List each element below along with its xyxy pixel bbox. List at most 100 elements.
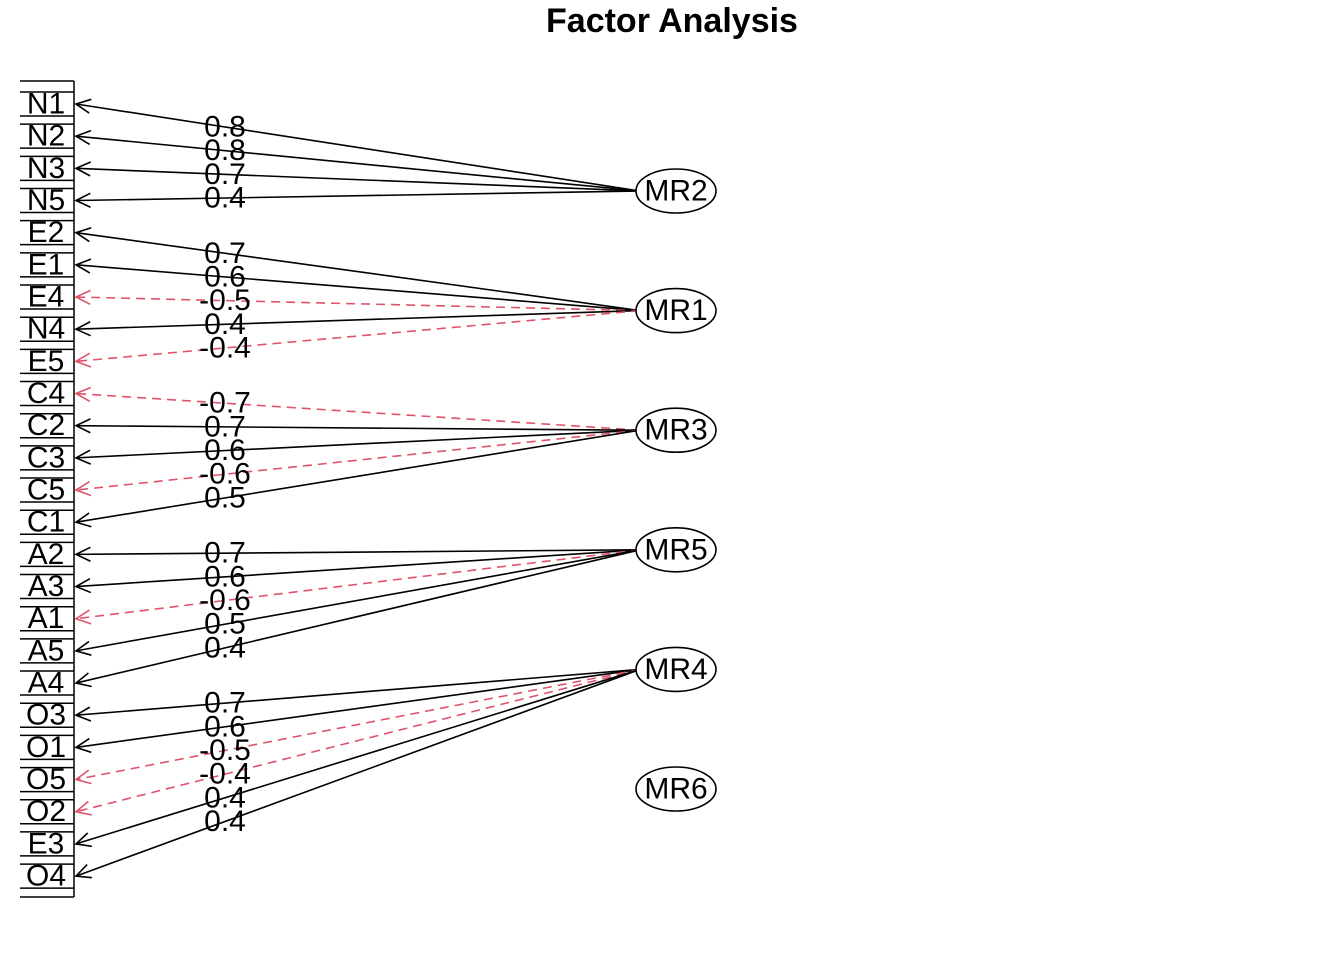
variable-label-a2: A2 [28,538,65,571]
loading-path-mr5-a2 [75,549,641,556]
loading-value-label: 0.4 [204,181,246,214]
variable-label-c2: C2 [27,409,65,442]
factor-label-mr6: MR6 [644,773,707,806]
variable-label-e5: E5 [28,345,65,378]
loading-value-label: 0.7 [204,687,246,720]
chart-title: Factor Analysis [546,2,798,40]
loading-value-label: -0.4 [199,758,251,791]
arrowhead-icon [74,449,92,465]
loading-path-mr5-a4 [75,549,641,684]
factor-node-mr3 [635,407,717,454]
arrowhead-icon [74,192,91,208]
arrowhead-icon [74,129,92,146]
variable-label-o3: O3 [26,699,66,732]
variable-label-n1: N1 [27,88,65,121]
arrowhead-icon [74,98,92,114]
factor-label-mr5: MR5 [644,533,707,566]
loading-path-mr3-c3 [75,429,641,459]
loading-value-label: 0.8 [204,134,246,167]
loading-value-label: -0.6 [199,584,251,617]
loading-value-label: -0.7 [199,387,251,420]
loading-value-label: -0.4 [199,331,251,364]
variable-label-a5: A5 [28,634,65,667]
arrowhead-icon [74,546,91,562]
loading-path-mr1-n4 [75,309,641,330]
variable-label-n2: N2 [27,120,65,153]
variable-label-e1: E1 [28,248,65,281]
factor-node-mr1 [635,287,717,334]
loading-path-mr5-a3 [75,549,641,588]
arrowhead-icon [74,832,92,848]
arrowhead-icon [74,258,92,274]
arrowhead-icon [74,737,92,754]
factor-node-mr2 [635,168,717,214]
arrowhead-icon [74,864,93,879]
loading-value-label: 0.5 [204,608,246,641]
loading-path-mr4-o5 [75,668,641,781]
arrowhead-icon [74,706,92,722]
loading-value-label: 0.5 [204,481,246,514]
loading-value-label: 0.4 [204,631,246,664]
loading-path-mr5-a1 [75,549,641,620]
factor-label-mr1: MR1 [644,294,707,327]
loading-value-label: 0.4 [204,805,246,838]
arrowhead-icon [74,386,92,403]
variable-label-c5: C5 [27,474,65,507]
variable-label-a1: A1 [28,602,65,635]
arrowhead-icon [74,418,91,434]
loading-path-mr1-e1 [75,264,641,312]
loading-path-mr3-c5 [75,429,641,491]
variable-label-a3: A3 [28,570,65,603]
factor-node-mr6 [635,766,717,812]
variable-label-n4: N4 [27,313,65,346]
arrowhead-icon [74,289,91,306]
arrowhead-icon [74,640,92,656]
loading-path-mr4-o1 [75,668,641,749]
loading-path-mr2-n2 [75,135,641,192]
variable-label-o1: O1 [26,731,66,764]
variable-label-e3: E3 [28,827,65,860]
loading-path-mr1-e2 [75,231,641,312]
loading-path-mr3-c1 [75,429,641,523]
variable-label-e2: E2 [28,216,65,249]
factor-node-mr4 [635,646,717,693]
loading-value-label: 0.7 [204,158,246,191]
variable-label-a4: A4 [28,667,65,700]
loading-path-mr2-n1 [75,103,641,192]
variable-label-o2: O2 [26,795,66,828]
arrowhead-icon [74,512,92,528]
loading-value-label: -0.5 [199,734,251,767]
factor-label-mr4: MR4 [644,653,707,686]
loading-value-label: 0.6 [204,434,246,467]
factor-label-mr3: MR3 [644,414,707,447]
loading-path-mr4-o2 [75,668,641,813]
loading-path-mr4-e3 [75,668,641,845]
variable-label-n3: N3 [27,152,65,185]
loading-path-mr2-n3 [75,167,641,192]
variable-label-c4: C4 [27,377,65,410]
arrowhead-icon [74,577,92,594]
factor-node-mr5 [635,526,717,573]
loading-value-label: 0.6 [204,260,246,293]
loading-value-label: 0.7 [204,410,246,443]
variable-label-o4: O4 [26,860,66,893]
loading-path-mr3-c4 [75,392,641,431]
arrowhead-icon [74,161,91,177]
variable-label-c1: C1 [27,506,65,539]
loading-value-label: 0.6 [204,710,246,743]
loading-path-mr4-o4 [75,668,641,877]
loading-value-label: 0.8 [204,110,246,143]
loading-path-mr2-n5 [75,190,641,202]
loading-value-label: -0.6 [199,458,251,491]
variable-label-e4: E4 [28,281,65,314]
arrowhead-icon [74,480,92,497]
loading-value-label: 0.4 [204,781,246,814]
variable-label-c3: C3 [27,441,65,474]
arrowhead-icon [74,352,92,368]
loading-value-label: 0.4 [204,308,246,341]
loading-value-label: 0.7 [204,537,246,570]
variable-label-o5: O5 [26,763,66,796]
loading-path-mr1-e4 [75,296,641,312]
loading-value-label: -0.5 [199,284,251,317]
